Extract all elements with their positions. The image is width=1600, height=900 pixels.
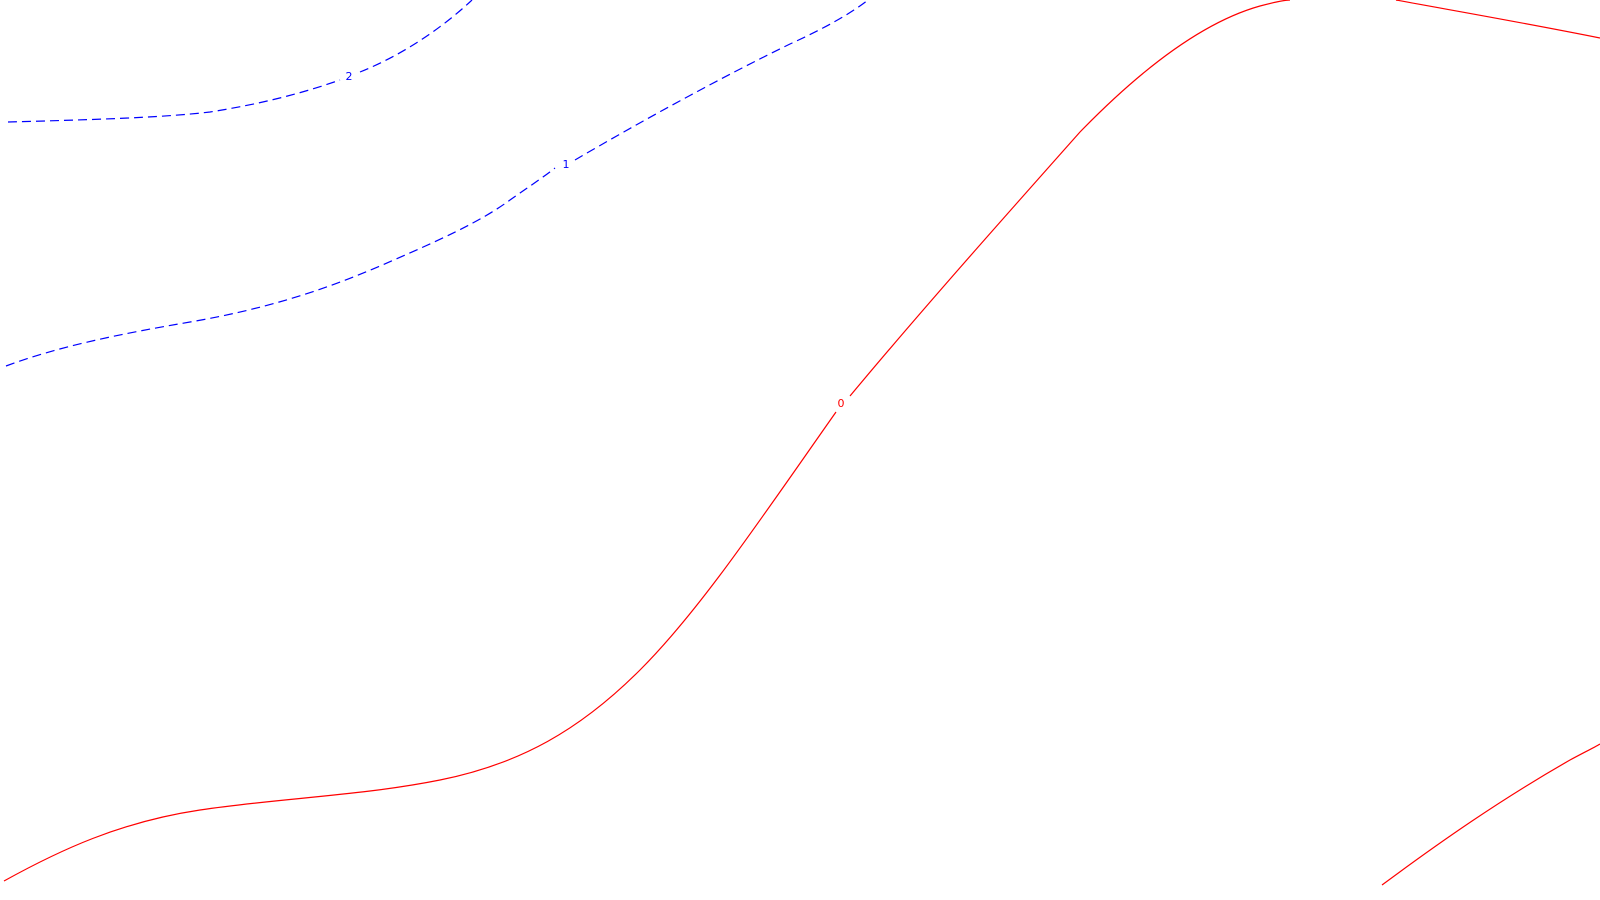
contour-0-line-upper xyxy=(849,0,1291,397)
contour-0-line-top-right xyxy=(1395,0,1600,39)
contour-0-line-lower xyxy=(3,411,837,882)
contour-1-label: 1 xyxy=(563,158,570,171)
contour-1-line-right xyxy=(574,0,869,161)
contour-0-line-bottom-right xyxy=(1381,743,1600,886)
contour-1-line-left xyxy=(5,167,556,367)
contour-0: 0 xyxy=(3,0,1600,886)
contour-2-label: 2 xyxy=(346,70,353,83)
contour-0-label: 0 xyxy=(838,397,845,410)
contour-1: 1 xyxy=(5,0,869,367)
contour-2: 2 xyxy=(7,0,473,123)
contour-2-line-left xyxy=(7,79,341,123)
contour-2-line-right xyxy=(359,0,473,73)
